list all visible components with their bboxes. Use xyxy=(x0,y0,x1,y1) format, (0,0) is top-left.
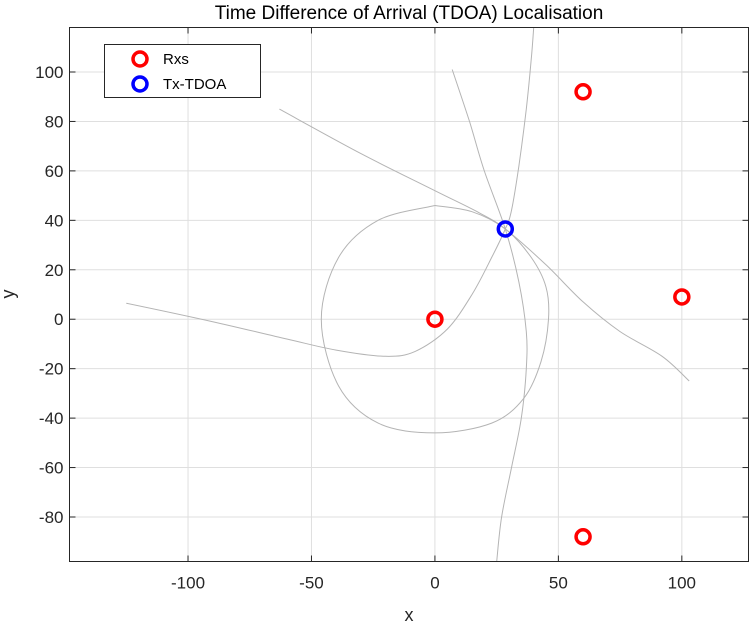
y-tick-label: 20 xyxy=(45,261,64,280)
legend-rxs-marker xyxy=(131,50,149,68)
y-tick-label: 0 xyxy=(54,310,63,329)
y-tick-label: -40 xyxy=(39,409,64,428)
rxs-point xyxy=(426,310,444,328)
tdoa-curve-2 xyxy=(320,205,550,434)
y-axis-label: y xyxy=(0,290,18,299)
y-tick-label: 80 xyxy=(45,112,64,131)
x-tick-label: 100 xyxy=(668,574,696,593)
x-tick-label: -100 xyxy=(171,574,205,593)
x-tick-label: 50 xyxy=(549,574,568,593)
legend-rxs-label: Rxs xyxy=(163,51,189,68)
chart-title: Time Difference of Arrival (TDOA) Locali… xyxy=(215,3,604,24)
y-tick-label: -60 xyxy=(39,459,64,478)
tdoa-curve-4 xyxy=(451,69,528,562)
y-tick-label: -80 xyxy=(39,508,64,527)
tx-tdoa-point xyxy=(496,220,515,238)
rxs-point xyxy=(574,528,592,546)
rxs-point xyxy=(673,288,691,306)
axis-ticks: -100 -50 0 50 100 -80 -60 -40 -20 0 20 40 60 80 100 xyxy=(35,27,749,593)
data-points xyxy=(426,83,691,546)
y-tick-label: 40 xyxy=(45,211,64,230)
tdoa-curve-1 xyxy=(126,27,535,357)
y-tick-label: -20 xyxy=(39,360,64,379)
y-tick-label: 60 xyxy=(45,162,64,181)
tdoa-curve-3 xyxy=(279,108,690,382)
x-tick-label: 0 xyxy=(430,574,439,593)
tdoa-hyperbolas xyxy=(126,27,690,562)
legend-box xyxy=(104,44,261,98)
x-tick-label: -50 xyxy=(299,574,324,593)
grid xyxy=(69,27,749,562)
rxs-point xyxy=(574,83,592,101)
plot-area-frame xyxy=(69,27,749,562)
legend-tx-label: Tx-TDOA xyxy=(163,76,226,93)
x-axis-label: x xyxy=(405,605,414,625)
legend-tx-marker xyxy=(131,75,149,93)
legend: Rxs Tx-TDOA xyxy=(104,44,261,98)
y-tick-label: 100 xyxy=(35,63,63,82)
